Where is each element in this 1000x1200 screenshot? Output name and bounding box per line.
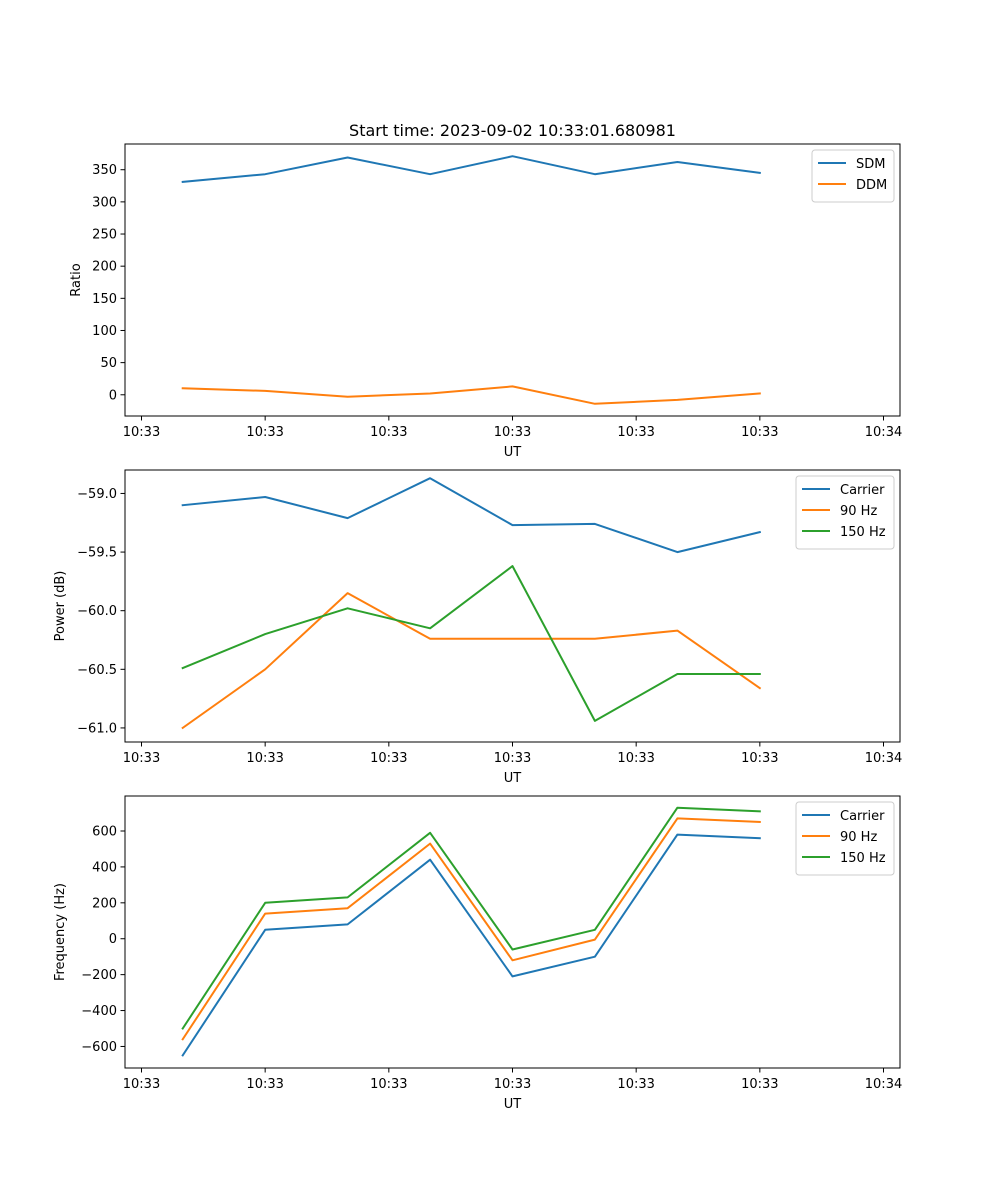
x-tick-label: 10:33	[246, 1077, 283, 1092]
series-line-sdm	[181, 155, 761, 183]
legend-label: 90 Hz	[840, 504, 877, 519]
legend-label: 150 Hz	[840, 851, 886, 866]
series-line-90-hz	[181, 592, 762, 730]
chart-panel-3: 10:33 10:33 10:33 10:33 10:33 10:33 10:34 −600 −…	[53, 795, 902, 1112]
axes-frame	[124, 143, 901, 417]
x-axis-label: UT	[504, 445, 522, 460]
x-tick-label: 10:33	[741, 1077, 778, 1092]
y-tick-label: 250	[92, 228, 117, 243]
legend-label: 90 Hz	[840, 830, 877, 845]
legend-label: 150 Hz	[840, 525, 886, 540]
series-line-150-hz	[181, 806, 761, 1030]
x-tick-label: 10:33	[494, 1077, 531, 1092]
series-line-ddm	[181, 385, 761, 405]
x-tick-label: 10:33	[617, 1077, 654, 1092]
y-tick-label: 400	[92, 860, 117, 875]
y-tick-label: 0	[109, 932, 117, 947]
y-tick-label: −400	[81, 1004, 117, 1019]
series-line-150-hz	[181, 565, 761, 722]
legend: Carrier 90 Hz 150 Hz	[795, 801, 895, 876]
chart-panel-1: 10:33 10:33 10:33 10:33 10:33 10:33 10:34 0 50 10…	[69, 143, 902, 460]
y-axis-label: Ratio	[69, 263, 84, 296]
x-tick-label: 10:33	[370, 751, 407, 766]
y-tick-label: −59.5	[77, 546, 117, 561]
x-tick-label: 10:33	[123, 425, 160, 440]
y-tick-label: 150	[92, 292, 117, 307]
x-axis-label: UT	[504, 1097, 522, 1112]
y-tick-label: 200	[92, 260, 117, 275]
legend-label: DDM	[856, 178, 887, 193]
y-tick-label: 600	[92, 825, 117, 840]
y-tick-label: 200	[92, 896, 117, 911]
x-tick-label: 10:33	[617, 751, 654, 766]
legend-label: SDM	[856, 157, 885, 172]
x-tick-label: 10:33	[494, 751, 531, 766]
x-tick-label: 10:33	[123, 1077, 160, 1092]
x-tick-label: 10:33	[246, 751, 283, 766]
x-tick-label: 10:33	[494, 425, 531, 440]
series-line-carrier	[181, 477, 762, 554]
x-tick-label: 10:33	[370, 1077, 407, 1092]
x-tick-label: 10:33	[370, 425, 407, 440]
figure-title: Start time: 2023-09-02 10:33:01.680981	[349, 121, 676, 140]
series-line-carrier	[181, 833, 761, 1057]
x-tick-label: 10:34	[865, 751, 902, 766]
x-tick-label: 10:33	[617, 425, 654, 440]
x-tick-label: 10:34	[865, 425, 902, 440]
y-tick-label: −200	[81, 968, 117, 983]
x-tick-label: 10:33	[246, 425, 283, 440]
y-tick-label: −60.0	[77, 604, 117, 619]
y-axis-label: Power (dB)	[53, 571, 68, 642]
y-tick-label: 300	[92, 195, 117, 210]
x-tick-label: 10:33	[741, 425, 778, 440]
axes-frame	[124, 469, 901, 743]
legend-label: Carrier	[840, 809, 885, 824]
y-tick-label: −59.0	[77, 487, 117, 502]
chart-panel-2: 10:33 10:33 10:33 10:33 10:33 10:33 10:34 −61.0…	[53, 469, 902, 786]
y-tick-label: 350	[92, 163, 117, 178]
legend: Carrier 90 Hz 150 Hz	[795, 475, 895, 550]
y-tick-label: 100	[92, 324, 117, 339]
x-tick-label: 10:33	[741, 751, 778, 766]
charts-container: 10:33 10:33 10:33 10:33 10:33 10:33 10:34 0 50 10…	[53, 143, 902, 1112]
y-tick-label: 0	[109, 388, 117, 403]
y-axis-label: Frequency (Hz)	[53, 883, 68, 981]
y-tick-label: −60.5	[77, 663, 117, 678]
x-tick-label: 10:33	[123, 751, 160, 766]
y-tick-label: 50	[100, 356, 117, 371]
legend-label: Carrier	[840, 483, 885, 498]
x-tick-label: 10:34	[865, 1077, 902, 1092]
y-tick-label: −61.0	[77, 721, 117, 736]
y-tick-label: −600	[81, 1040, 117, 1055]
x-axis-label: UT	[504, 771, 522, 786]
legend: SDM DDM	[811, 149, 895, 203]
axes-frame	[124, 795, 901, 1069]
series-line-90-hz	[181, 817, 761, 1041]
